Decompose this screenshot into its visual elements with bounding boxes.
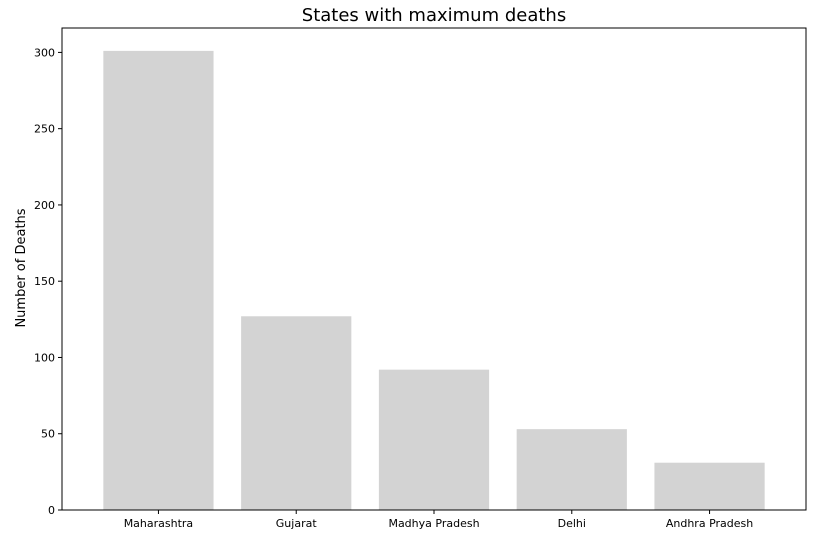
x-tick-label-andhra-pradesh: Andhra Pradesh (666, 517, 753, 530)
x-tick-label-maharashtra: Maharashtra (124, 517, 194, 530)
y-tick-label-150: 150 (34, 275, 55, 288)
chart-title: States with maximum deaths (302, 5, 566, 26)
bar-delhi (516, 429, 627, 510)
bar-andhra-pradesh (654, 462, 765, 510)
bar-gujarat (241, 316, 352, 510)
x-tick-label-delhi: Delhi (558, 517, 586, 530)
bars-layer (103, 50, 765, 510)
axes-layer: Maharashtra Gujarat Madhya Pradesh Delhi And… (34, 27, 807, 530)
y-tick-label-100: 100 (34, 351, 55, 364)
y-tick-label-50: 50 (41, 428, 55, 441)
y-tick-label-0: 0 (48, 504, 55, 517)
plot-frame (61, 27, 807, 511)
x-tick-label-madhya-pradesh: Madhya Pradesh (388, 517, 479, 530)
y-tick-label-250: 250 (34, 123, 55, 136)
y-tick-label-200: 200 (34, 199, 55, 212)
y-tick-label-300: 300 (34, 46, 55, 59)
bar-maharashtra (103, 50, 214, 510)
y-axis-label: Number of Deaths (14, 208, 29, 327)
bar-madhya-pradesh (378, 369, 490, 510)
x-tick-label-gujarat: Gujarat (276, 517, 318, 530)
